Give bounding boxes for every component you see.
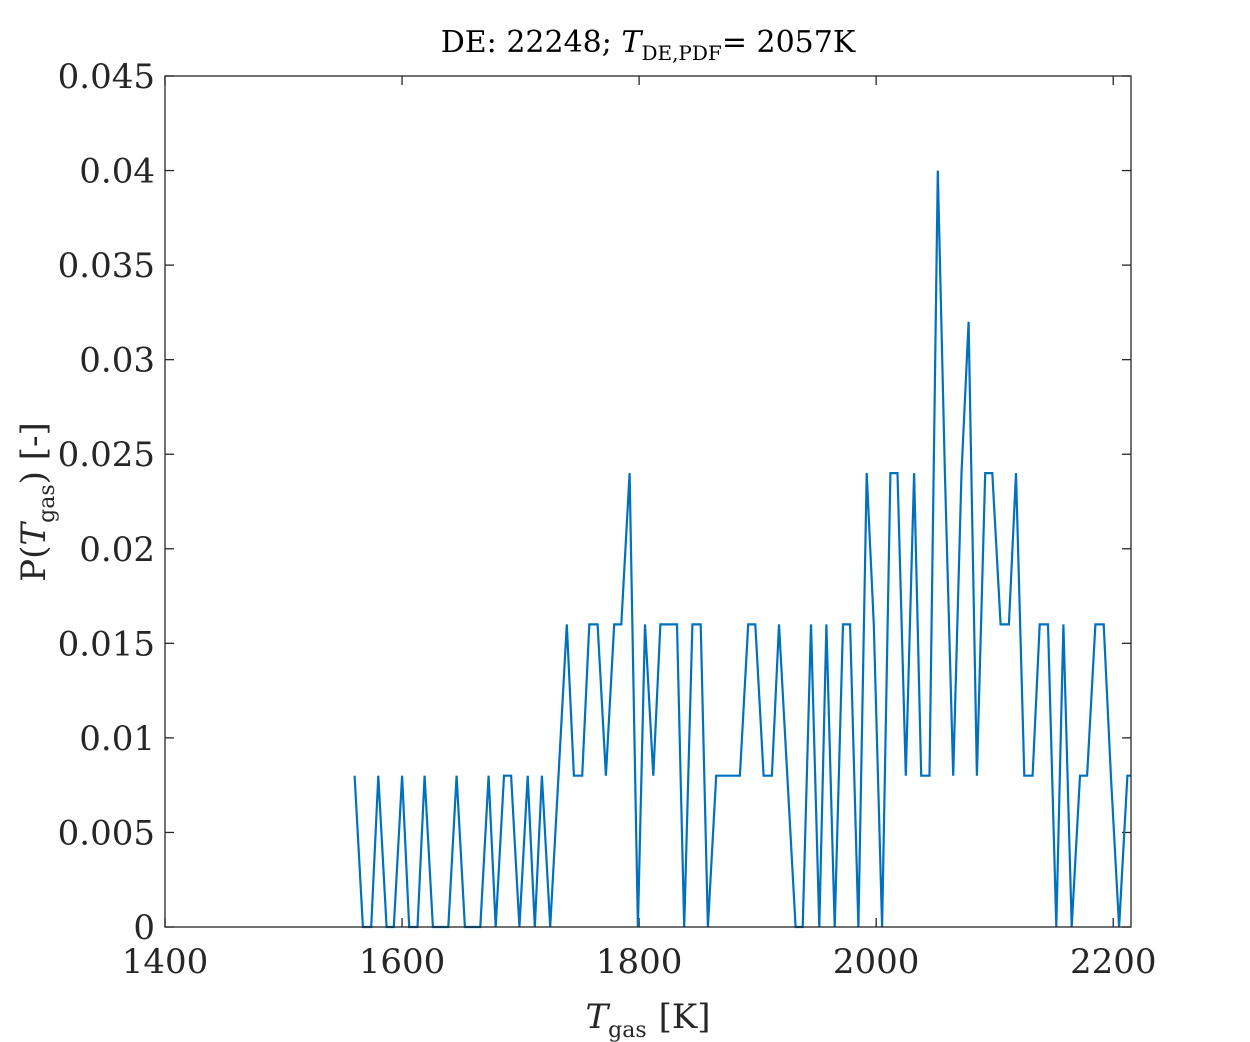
chart-title: DE: 22248; TDE,PDF= 2057K (441, 25, 856, 65)
x-axis-label: Tgas [K] (585, 997, 710, 1042)
chart-title-prefix: DE: 22248; (441, 25, 622, 60)
chart-title-sub: DE,PDF (641, 41, 721, 65)
y-axis-label: P(Tgas) [-] (14, 422, 60, 581)
chart-title-var: T (621, 25, 643, 60)
x-tick-label: 1800 (596, 942, 683, 982)
y-tick-label: 0.025 (58, 435, 155, 475)
x-axis-label-sub: gas (608, 1018, 647, 1042)
series-layer (353, 170, 1131, 929)
y-tick-label: 0.04 (79, 152, 155, 192)
x-tick-label: 1600 (359, 942, 446, 982)
y-tick-label: 0.015 (58, 624, 155, 664)
series-line (353, 170, 1131, 929)
y-tick-label: 0.045 (58, 57, 155, 97)
y-tick-label: 0.035 (58, 246, 155, 286)
y-tick-label: 0.03 (79, 341, 155, 381)
y-tick-label: 0.02 (79, 530, 155, 570)
y-axis-label-var: T (14, 521, 54, 546)
axes-box (164, 75, 1132, 928)
y-axis-label-post: ) [-] (14, 422, 54, 484)
y-tick-label: 0.005 (58, 813, 155, 853)
axis-ticks: 1400 1600 1800 2000 2200 0 0.005 0.01 0.015 0.02 0… (58, 57, 1157, 982)
x-axis-label-var: T (585, 997, 610, 1037)
chart-title-suffix: = 2057K (722, 25, 856, 60)
x-tick-label: 2000 (833, 942, 920, 982)
plot-area (165, 76, 1131, 927)
x-tick-label: 1400 (122, 942, 209, 982)
y-axis-label-pre: P( (14, 546, 54, 582)
y-tick-label: 0.01 (79, 719, 155, 759)
y-tick-label: 0 (133, 908, 155, 948)
x-axis-label-suffix: [K] (659, 997, 711, 1037)
x-tick-label: 2200 (1070, 942, 1157, 982)
y-axis-label-sub: gas (35, 484, 60, 523)
